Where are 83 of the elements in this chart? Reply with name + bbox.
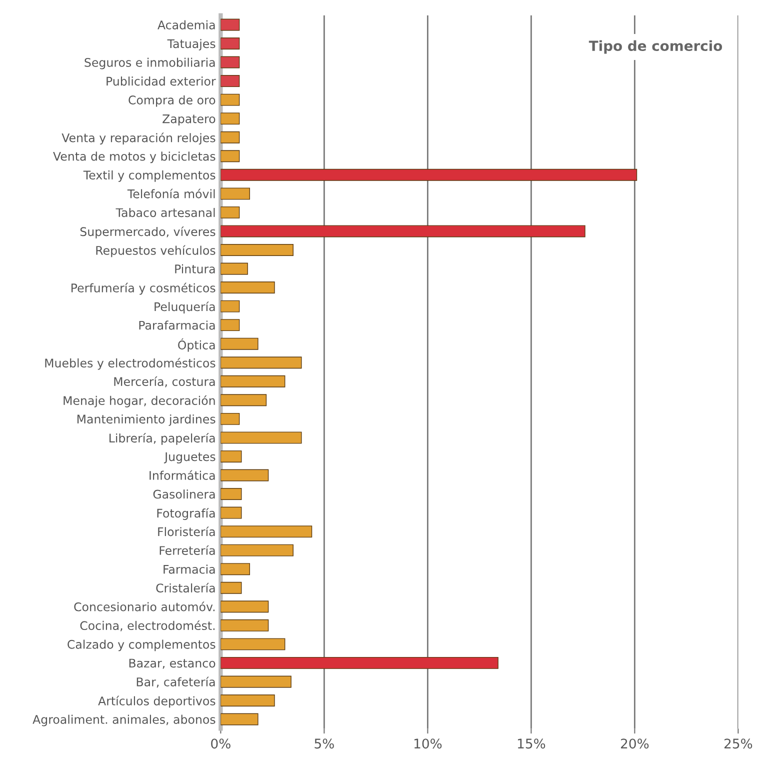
y-tick-label: Venta y reparación relojes xyxy=(62,132,216,145)
y-tick-label: Bar, cafetería xyxy=(136,676,215,688)
y-tick-label: Juguetes xyxy=(164,452,216,464)
y-tick-label: Menaje hogar, decoración xyxy=(64,395,215,408)
y-tick-label: Repuestos vehículos xyxy=(96,245,216,258)
y-tick-label: Academia xyxy=(158,20,215,30)
y-tick-label: Tabaco artesanal xyxy=(116,208,215,218)
x-tick-label: 20% xyxy=(620,738,649,749)
y-tick-label: Telefonía móvil xyxy=(127,188,215,198)
y-tick-label: Seguros e inmobiliaria xyxy=(84,58,215,70)
bar xyxy=(220,188,250,200)
y-tick-label: Parafarmacia xyxy=(139,320,215,330)
y-tick-label: Muebles y electrodomésticos xyxy=(45,358,216,370)
text: Tipo de comercio xyxy=(588,40,722,54)
y-tick-label: Perfumería y cosméticos xyxy=(72,282,216,295)
bar xyxy=(220,563,250,576)
bar xyxy=(220,225,586,238)
bar xyxy=(220,394,267,406)
y-tick-label: Concesionario automóv. xyxy=(74,602,215,612)
bar xyxy=(220,600,269,613)
bar xyxy=(220,450,242,462)
y-tick-label: Peluquería xyxy=(154,302,215,314)
bar xyxy=(220,338,258,350)
bar xyxy=(220,506,242,519)
y-tick-label: Ferretería xyxy=(160,545,215,555)
bar xyxy=(220,656,498,669)
y-tick-label: Gasolinera xyxy=(153,490,215,499)
bar xyxy=(220,375,286,388)
bar xyxy=(220,676,292,688)
bar xyxy=(220,262,248,275)
y-tick-label: Mercería, costura xyxy=(114,376,215,388)
y-tick-label: Librería, papelería xyxy=(110,432,215,445)
bar xyxy=(220,18,240,31)
bar xyxy=(220,319,240,332)
x-tick-label: 25% xyxy=(724,738,752,749)
y-tick-label: Calzado y complementos xyxy=(68,640,216,652)
y-tick-label: Pintura xyxy=(175,264,215,274)
bar xyxy=(220,131,240,144)
bar xyxy=(220,582,242,594)
x-tick-label: 0% xyxy=(211,738,230,749)
bar xyxy=(220,713,258,726)
y-tick-label: Bazar, estanco xyxy=(129,658,216,669)
bar xyxy=(220,619,269,632)
y-tick-label: Mantenimiento jardines xyxy=(77,414,216,426)
bar xyxy=(220,282,275,294)
y-tick-label: Cristalería xyxy=(156,582,215,593)
x-tick-label: 10% xyxy=(414,738,442,749)
y-tick-label: Compra de oro xyxy=(128,95,216,107)
bar xyxy=(220,244,294,256)
y-tick-label: Cocina, electrodomést. xyxy=(80,620,215,632)
bar xyxy=(220,694,275,706)
y-tick-label: Tatuajes xyxy=(167,39,216,50)
y-tick-label: Textil y complementos xyxy=(83,170,216,182)
bar xyxy=(220,432,302,444)
y-tick-label: Floristería xyxy=(158,526,215,536)
y-tick-label: Óptica xyxy=(178,338,215,352)
bar xyxy=(220,94,240,106)
bar xyxy=(220,206,240,218)
bar xyxy=(220,75,240,88)
y-tick-label: Artículos deportivos xyxy=(98,696,216,708)
x-tick-label: 15% xyxy=(518,738,546,749)
bar xyxy=(220,56,240,68)
bar xyxy=(220,488,242,500)
y-tick-label: Agroaliment. animales, abonos xyxy=(32,714,216,726)
x-tick-label: 5% xyxy=(314,738,334,749)
bar xyxy=(220,300,240,312)
bar xyxy=(220,412,240,425)
bar xyxy=(220,112,240,125)
y-tick-label: Informática xyxy=(150,470,215,480)
bar xyxy=(220,356,302,369)
bar xyxy=(220,168,638,181)
y-tick-label: Fotografía xyxy=(157,508,215,520)
bar xyxy=(220,544,294,556)
y-tick-label: Zapatero xyxy=(162,114,216,126)
y-tick-label: Supermercado, víveres xyxy=(80,226,216,238)
y-tick-label: Farmacia xyxy=(164,564,215,574)
bar xyxy=(220,150,240,162)
y-tick-label: Venta de motos y bicicletas xyxy=(53,152,216,164)
bar xyxy=(220,38,240,50)
y-tick-label: Publicidad exterior xyxy=(106,76,216,86)
bar xyxy=(220,526,312,538)
bar xyxy=(220,638,286,650)
bar xyxy=(220,469,269,482)
